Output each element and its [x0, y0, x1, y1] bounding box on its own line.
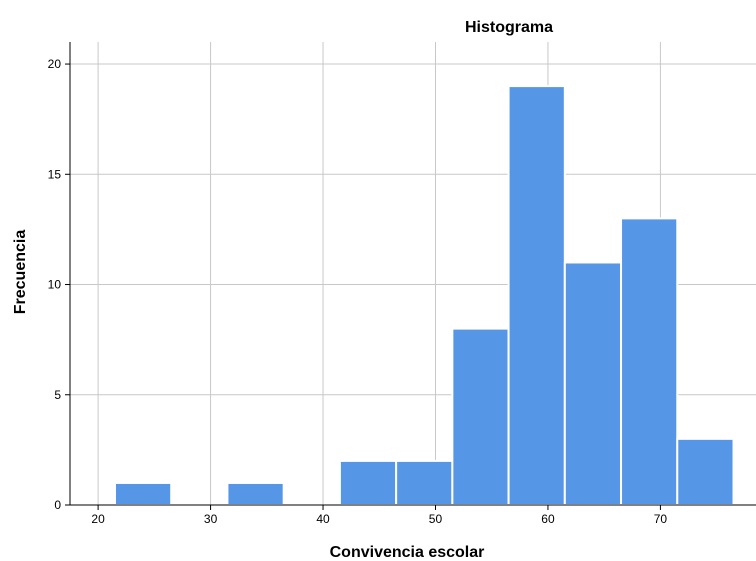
x-tick-label: 20 [91, 512, 105, 526]
chart-title: Histograma [465, 19, 553, 36]
bars [113, 85, 735, 507]
y-tick-label: 20 [48, 57, 62, 71]
histogram-bar [620, 217, 679, 506]
histogram-bar [676, 437, 735, 507]
y-tick-label: 15 [48, 167, 62, 181]
y-axis-label: Frecuencia [12, 230, 29, 315]
y-tick-label: 0 [54, 498, 61, 512]
histogram-bar [507, 85, 566, 506]
x-tick-label: 60 [541, 512, 555, 526]
histogram-bar [395, 459, 454, 506]
histogram-bar [563, 261, 623, 506]
x-tick-label: 50 [429, 512, 443, 526]
histogram-bar [226, 481, 285, 507]
y-tick-label: 10 [48, 278, 62, 292]
x-axis-label: Convivencia escolar [330, 544, 485, 561]
axes [65, 42, 756, 510]
x-tick-label: 30 [204, 512, 218, 526]
x-tick-label: 70 [654, 512, 668, 526]
histogram-bar [451, 327, 510, 506]
y-tick-label: 5 [54, 388, 61, 402]
histogram-bar [338, 459, 398, 506]
x-tick-label: 40 [316, 512, 330, 526]
tick-labels: 0 5 10 15 20 20 30 40 50 60 70 [48, 57, 668, 526]
histogram-bar [113, 481, 173, 507]
